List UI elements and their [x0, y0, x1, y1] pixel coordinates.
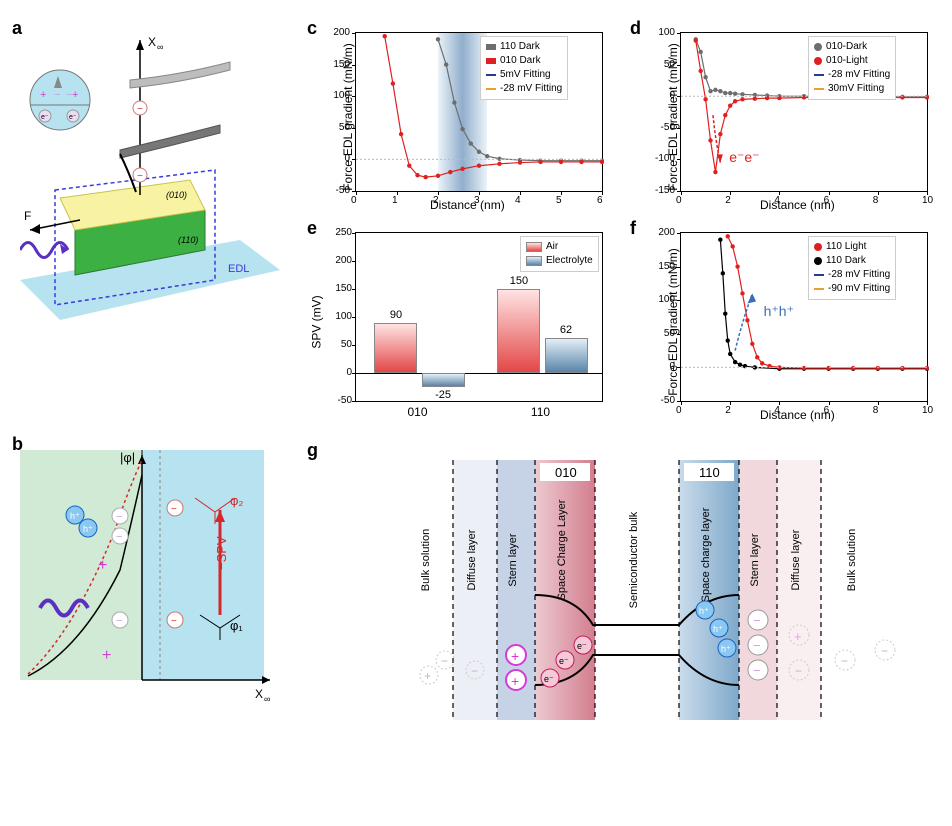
svg-text:e⁻: e⁻	[69, 114, 77, 121]
svg-text:∞: ∞	[264, 694, 270, 704]
svg-text:−: −	[116, 615, 122, 627]
svg-text:+: +	[72, 89, 78, 101]
svg-text:−: −	[441, 654, 448, 668]
svg-text:−: −	[753, 613, 761, 628]
panel-e-legend: AirElectrolyte	[520, 236, 599, 272]
svg-text:e⁻: e⁻	[559, 656, 569, 666]
svg-text:Semiconductor bulk: Semiconductor bulk	[628, 511, 640, 608]
panel-c-legend: 110 Dark010 Dark5mV Fitting-28 mV Fittin…	[480, 36, 568, 100]
svg-text:(110): (110)	[178, 235, 198, 245]
svg-text:−: −	[171, 504, 177, 515]
svg-text:−: −	[116, 511, 122, 523]
svg-text:−: −	[881, 644, 888, 658]
svg-text:Space charge layer: Space charge layer	[700, 507, 712, 602]
panel-f-annotation: h⁺h⁺	[764, 303, 794, 320]
panel-d-legend: 010-Dark010-Light-28 mV Fitting30mV Fitt…	[808, 36, 896, 100]
panel-f-legend: 110 Light110 Dark-28 mV Fitting-90 mV Fi…	[808, 236, 896, 300]
svg-text:h⁺: h⁺	[721, 644, 731, 654]
panel-c-xlabel: Distance (nm)	[430, 198, 505, 212]
svg-text:e⁻: e⁻	[544, 674, 554, 684]
svg-text:h⁺: h⁺	[70, 511, 80, 521]
bar-110-Electrolyte	[545, 338, 588, 373]
svg-text:+: +	[40, 89, 46, 101]
svg-text:−: −	[137, 104, 143, 115]
svg-text:010: 010	[555, 465, 577, 480]
svg-text:−SPV: −SPV	[214, 536, 229, 570]
svg-text:Stern layer: Stern layer	[507, 533, 519, 587]
panel-e-ylabel: SPV (mV)	[310, 295, 324, 348]
svg-text:X: X	[148, 35, 156, 49]
svg-text:−: −	[116, 531, 122, 543]
svg-text:Diffuse layer: Diffuse layer	[466, 529, 478, 590]
panel-d-annotation: e⁻e⁻	[729, 149, 759, 166]
svg-text:+: +	[102, 647, 111, 664]
svg-text:+: +	[794, 629, 802, 644]
svg-text:h⁺: h⁺	[713, 624, 723, 634]
panel-c-ylabel: Force-EDL gradient (mN/m)	[341, 43, 355, 191]
svg-text:+: +	[98, 557, 107, 574]
svg-text:EDL: EDL	[228, 263, 249, 275]
panel-f-xlabel: Distance (nm)	[760, 408, 835, 422]
panel-d-ylabel: Force-EDL gradient (mN/m)	[666, 43, 680, 191]
svg-text:+: +	[511, 673, 519, 689]
svg-text:−: −	[66, 89, 72, 101]
bar-110-Air	[497, 289, 540, 373]
svg-text:−: −	[795, 664, 802, 678]
svg-text:Diffuse layer: Diffuse layer	[790, 529, 802, 590]
panel-label-g: g	[307, 440, 318, 461]
svg-text:110: 110	[699, 465, 720, 480]
svg-text:|φ|: |φ|	[120, 450, 135, 465]
svg-text:−: −	[841, 654, 848, 668]
svg-text:e⁻: e⁻	[577, 641, 587, 651]
svg-text:Stern layer: Stern layer	[749, 533, 761, 587]
panel-f-ylabel: Force-EDL gradient (mN/m)	[666, 248, 680, 396]
svg-text:h⁺: h⁺	[699, 606, 709, 616]
svg-text:−: −	[54, 89, 60, 101]
schematic-g: 010 110 Bulk solution Diffuse layer Ster…	[405, 460, 925, 720]
svg-text:Bulk solution: Bulk solution	[846, 529, 858, 591]
svg-text:(010): (010)	[166, 190, 187, 200]
svg-text:+: +	[511, 648, 519, 664]
svg-text:−: −	[137, 171, 143, 182]
svg-text:−: −	[753, 638, 761, 653]
panel-label-f: f	[630, 218, 636, 239]
svg-text:Space Charge Layer: Space Charge Layer	[556, 499, 568, 600]
schematic-b: |φ| X∞ −SPV φ₂ φ₁ h⁺ h⁺ − − − − − + +	[20, 450, 270, 700]
svg-text:X: X	[255, 687, 263, 701]
schematic-a: EDL (010) (110) X∞ F − − e⁻ e⁻ + + − −	[20, 20, 270, 300]
svg-text:−: −	[471, 664, 478, 678]
panel-label-d: d	[630, 18, 641, 39]
svg-text:e⁻: e⁻	[41, 114, 49, 121]
svg-text:F: F	[24, 209, 31, 223]
svg-text:Bulk solution: Bulk solution	[420, 529, 432, 591]
bar-010-Air	[374, 323, 417, 373]
panel-d-xlabel: Distance (nm)	[760, 198, 835, 212]
bar-010-Electrolyte	[422, 373, 465, 387]
svg-text:−: −	[171, 616, 177, 627]
svg-text:−: −	[753, 663, 761, 678]
panel-label-e: e	[307, 218, 317, 239]
svg-text:∞: ∞	[157, 42, 163, 52]
svg-text:h⁺: h⁺	[83, 524, 93, 534]
panel-label-c: c	[307, 18, 317, 39]
svg-text:+: +	[424, 669, 431, 683]
